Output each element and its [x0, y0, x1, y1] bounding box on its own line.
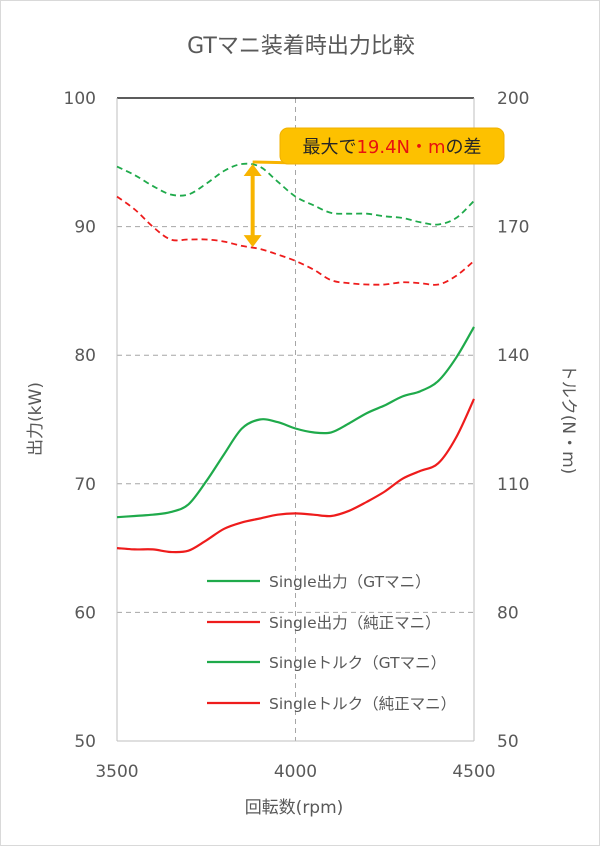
x-tick-label: 4000	[274, 762, 317, 782]
callout-suffix: の差	[446, 137, 482, 158]
callout-highlight: 19.4N・m	[356, 137, 445, 158]
annotation: 最大で19.4N・mの差	[243, 127, 505, 248]
right-axis-label: トルク(N・m)	[558, 364, 578, 475]
left-tick-label: 80	[74, 346, 96, 366]
difference-arrow-head-bottom	[243, 235, 262, 248]
right-tick-label: 80	[497, 603, 519, 623]
callout-box	[279, 127, 505, 165]
callout-text: 最大で19.4N・mの差	[302, 137, 481, 158]
x-tick-label: 4500	[452, 762, 495, 782]
series-line-3	[116, 162, 475, 226]
axes	[116, 97, 475, 742]
right-tick-label: 110	[497, 475, 529, 495]
left-tick-label: 70	[74, 475, 96, 495]
series-line-2	[116, 398, 475, 554]
legend-label-3: Singleトルク（GTマニ）	[269, 654, 446, 672]
legend: Single出力（GTマニ） Single出力（純正マニ） Singleトルク（GT…	[207, 573, 456, 713]
right-tick-label: 170	[497, 218, 529, 238]
difference-arrow-head-top	[243, 164, 262, 177]
right-tick-label: 140	[497, 346, 529, 366]
legend-label-4: Singleトルク（純正マニ）	[269, 695, 456, 713]
legend-label-1: Single出力（GTマニ）	[269, 573, 431, 591]
legend-label-2: Single出力（純正マニ）	[269, 614, 441, 632]
x-tick-label: 3500	[95, 762, 138, 782]
left-tick-labels: 50 60 70 80 90 100	[64, 89, 96, 752]
left-axis-label: 出力(kW)	[26, 382, 46, 456]
series-line-4	[116, 195, 475, 286]
left-tick-label: 100	[64, 89, 96, 109]
x-axis-label: 回転数(rpm)	[245, 798, 344, 818]
callout-prefix: 最大で	[302, 137, 356, 158]
left-tick-label: 90	[74, 218, 96, 238]
x-tick-labels: 3500 4000 4500	[95, 762, 495, 782]
series-line-1	[116, 326, 475, 519]
right-tick-labels: 50 80 110 140 170 200	[497, 89, 529, 752]
right-tick-label: 50	[497, 732, 519, 752]
grid-lines	[117, 98, 474, 741]
chart-title: GTマニ装着時出力比較	[187, 34, 415, 59]
series-lines	[116, 162, 475, 554]
left-tick-label: 60	[74, 603, 96, 623]
right-tick-label: 200	[497, 89, 529, 109]
left-tick-label: 50	[74, 732, 96, 752]
